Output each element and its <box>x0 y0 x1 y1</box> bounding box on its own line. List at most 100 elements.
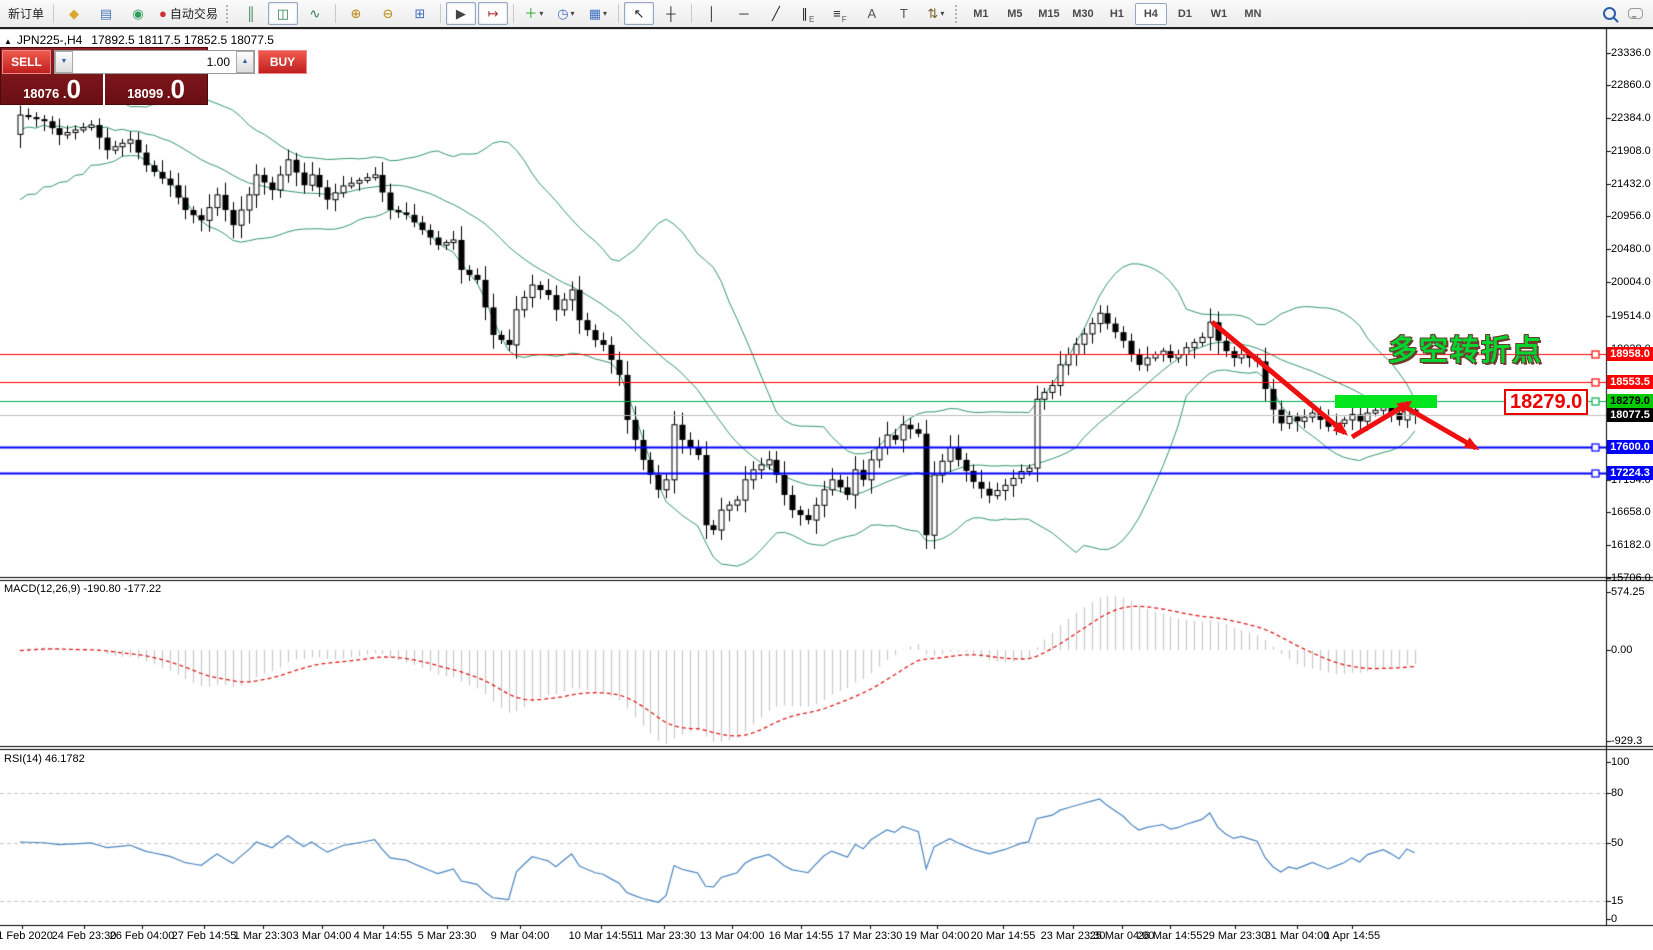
candlestick-chart-icon: ◫ <box>276 6 290 21</box>
price-line-label[interactable]: 18077.5 <box>1607 407 1653 422</box>
auto-trading-icon: ● <box>159 6 167 21</box>
time-axis-label: 3 Mar 04:00 <box>292 930 352 942</box>
macd-axis-tick: 0.00 <box>1611 644 1633 656</box>
new-order-button[interactable]: 新订单 <box>1 2 48 25</box>
volume-input[interactable] <box>73 50 236 73</box>
time-axis-label: 1 Mar 23:30 <box>233 930 293 942</box>
time-axis-label: 1 Apr 14:55 <box>1323 930 1381 942</box>
equidistant-channel-icon: ∥ <box>801 6 808 21</box>
icon-subscript: F <box>841 15 847 24</box>
tile-windows-button[interactable]: ⊞ <box>405 2 435 25</box>
price-axis-tick: 16182.0 <box>1611 539 1651 552</box>
timeframe-mn-button[interactable]: MN <box>1244 7 1262 20</box>
price-axis-tick: 22860.0 <box>1611 79 1651 92</box>
macd-indicator-label: MACD(12,26,9) -190.80 -177.22 <box>4 583 162 595</box>
text-label-button[interactable]: T <box>889 2 919 25</box>
price-callout-label[interactable]: 18279.0 <box>1504 389 1589 415</box>
one-click-trading-panel: SELL ▼ ▲ BUY 18076 .0 18099 .0 <box>0 47 307 105</box>
history-icon-icon: ◆ <box>69 6 80 21</box>
timeframe-h1-button[interactable]: H1 <box>1109 7 1124 20</box>
price-line-label[interactable]: 17600.0 <box>1607 440 1653 455</box>
timeframe-m30-button[interactable]: M30 <box>1072 7 1094 20</box>
chat-icon[interactable] <box>1628 8 1643 19</box>
timeframe-w1-button[interactable]: W1 <box>1210 7 1228 20</box>
text-button[interactable]: A <box>857 2 887 25</box>
cursor-icon: ↖ <box>633 6 645 21</box>
time-axis-label: 10 Mar 14:55 <box>568 930 634 942</box>
sell-price-main: 18076 . <box>23 86 67 101</box>
equidistant-channel-button[interactable]: ∥ E <box>793 2 823 25</box>
community-icon[interactable]: ◉ <box>123 2 153 25</box>
search-icon[interactable] <box>1603 7 1616 20</box>
zoom-out-button[interactable]: ⊖ <box>373 2 403 25</box>
line-chart-button[interactable]: ∿ <box>300 2 330 25</box>
price-line-label[interactable]: 18279.0 <box>1607 393 1653 408</box>
timeframe-m15-button[interactable]: M15 <box>1038 7 1060 20</box>
chart-shift-button[interactable]: ↦ <box>477 2 508 25</box>
time-axis-label: 17 Mar 23:30 <box>837 930 903 942</box>
fibonacci-button[interactable]: ≡ F <box>825 2 855 25</box>
periods-button[interactable]: ◷ ▾ <box>551 2 581 25</box>
crosshair-button[interactable]: ┼ <box>656 2 686 25</box>
time-axis-label: 4 Mar 14:55 <box>353 930 413 942</box>
trendline-button[interactable]: ╱ <box>761 2 791 25</box>
auto-scroll-button[interactable]: ▶ <box>445 2 476 25</box>
timeframe-m5-button[interactable]: M5 <box>1007 7 1023 20</box>
chart-symbol-header: ▲ JPN225-,H4 17892.5 18117.5 17852.5 18077… <box>4 33 274 47</box>
templates-button[interactable]: ▦ ▾ <box>583 2 613 25</box>
rsi-axis-tick: 80 <box>1611 787 1624 799</box>
dropdown-arrow-icon[interactable]: ▾ <box>570 8 575 18</box>
candlestick-chart-button[interactable]: ◫ <box>267 2 298 25</box>
zoom-in-button[interactable]: ⊕ <box>341 2 371 25</box>
dropdown-arrow-icon[interactable]: ▾ <box>539 8 544 18</box>
sell-price-big-digit: 0 <box>66 74 81 104</box>
text-icon: A <box>867 6 877 21</box>
auto-scroll-icon: ▶ <box>455 6 466 21</box>
rsi-axis-tick: 0 <box>1611 913 1618 925</box>
price-axis-tick: 15706.0 <box>1611 571 1651 584</box>
time-axis-label: 31 Mar 04:00 <box>1264 930 1330 942</box>
text-label-icon: T <box>899 6 908 21</box>
vertical-line-button[interactable]: │ <box>697 2 727 25</box>
timeframe-h4-button[interactable]: H4 <box>1134 2 1167 25</box>
macd-axis-tick: -929.3 <box>1611 735 1643 747</box>
history-icon[interactable]: ◆ <box>59 2 89 25</box>
collapse-panel-icon[interactable]: ▲ <box>4 37 12 46</box>
price-line-label[interactable]: 18553.5 <box>1607 374 1653 389</box>
price-axis-tick: 22384.0 <box>1611 112 1651 125</box>
buy-button[interactable]: BUY <box>258 49 307 74</box>
turning-point-annotation[interactable]: 多空转折点 <box>1388 335 1544 367</box>
bar-chart-button[interactable]: ║ <box>236 2 266 25</box>
buy-price-big-digit: 0 <box>170 74 185 104</box>
auto-trading-button[interactable]: ● 自动交易 <box>155 2 222 25</box>
volume-decrease-button[interactable]: ▼ <box>55 50 73 73</box>
bar-chart-icon: ║ <box>246 6 256 21</box>
publish-chart-icon[interactable]: ▤ <box>91 2 121 25</box>
sell-button[interactable]: SELL <box>2 49 51 74</box>
indicators-button[interactable]: ＋ ▾ <box>519 2 549 25</box>
community-icon-icon: ◉ <box>132 6 144 21</box>
volume-increase-button[interactable]: ▲ <box>236 50 254 73</box>
buy-price: 18099 .0 <box>105 74 207 105</box>
publish-chart-icon-icon: ▤ <box>99 6 113 21</box>
timeframe-d1-button[interactable]: D1 <box>1177 7 1192 20</box>
crosshair-icon: ┼ <box>666 6 676 21</box>
price-line-label[interactable]: 17224.3 <box>1607 466 1653 481</box>
price-line-label[interactable]: 18958.0 <box>1607 347 1653 361</box>
dropdown-arrow-icon[interactable]: ▾ <box>603 8 608 18</box>
vertical-line-icon: │ <box>707 6 716 21</box>
time-axis-label: 13 Mar 04:00 <box>699 930 765 942</box>
arrows-button[interactable]: ⇅ ▾ <box>921 2 951 25</box>
cursor-button[interactable]: ↖ <box>623 2 654 25</box>
dropdown-arrow-icon[interactable]: ▾ <box>940 8 945 18</box>
timeframe-m1-button[interactable]: M1 <box>973 7 989 20</box>
indicators-icon: ＋ <box>524 6 538 21</box>
tile-windows-icon: ⊞ <box>414 6 426 21</box>
time-axis-label: 23 Mar 23:30 <box>1040 930 1106 942</box>
chart-shift-icon: ↦ <box>487 6 499 21</box>
price-axis-tick: 20480.0 <box>1611 243 1651 256</box>
volume-control: ▼ ▲ <box>54 49 255 74</box>
horizontal-line-button[interactable]: ─ <box>729 2 759 25</box>
